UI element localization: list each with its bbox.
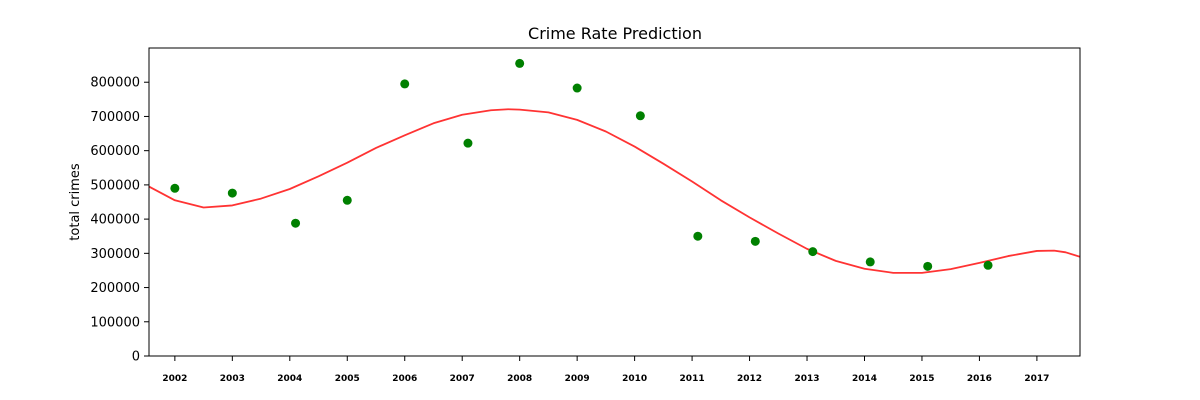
plot-area: 0 100000 200000 300000 400000 500000 600000 700…: [90, 47, 1081, 384]
y-tick-label-1: 100000: [90, 315, 140, 330]
y-tick-label-0: 0: [132, 350, 140, 365]
data-point-10: [750, 236, 760, 246]
x-tick-label-13: 2015: [909, 374, 934, 384]
y-tick-label-8: 800000: [90, 76, 140, 91]
y-tick-label-3: 300000: [90, 247, 140, 262]
x-tick-label-5: 2007: [450, 374, 475, 384]
data-point-13: [923, 261, 933, 271]
x-tick-label-9: 2011: [680, 374, 705, 384]
data-point-2: [291, 218, 301, 228]
data-point-8: [635, 111, 645, 121]
x-tick-label-6: 2008: [507, 374, 532, 384]
data-point-0: [170, 183, 180, 193]
data-point-7: [572, 83, 582, 93]
y-tick-label-2: 200000: [90, 281, 140, 296]
x-tick-label-4: 2006: [392, 374, 417, 384]
data-point-9: [693, 231, 703, 241]
fit-line-0: [149, 108, 1080, 274]
data-point-4: [400, 79, 410, 89]
y-axis-label: total crimes: [68, 163, 83, 241]
data-point-11: [808, 247, 818, 257]
x-tick-label-10: 2012: [737, 374, 762, 384]
y-tick-label-4: 400000: [90, 213, 140, 228]
chart-title: Crime Rate Prediction: [528, 24, 702, 43]
y-tick-label-7: 700000: [90, 110, 140, 125]
data-point-1: [227, 188, 237, 198]
data-point-14: [983, 260, 993, 270]
data-point-3: [342, 195, 352, 205]
x-tick-label-12: 2014: [852, 374, 877, 384]
y-tick-label-6: 600000: [90, 144, 140, 159]
x-tick-label-8: 2010: [622, 374, 647, 384]
x-tick-label-15: 2017: [1024, 374, 1049, 384]
data-point-12: [865, 257, 875, 267]
x-tick-label-11: 2013: [794, 374, 819, 384]
x-tick-label-0: 2002: [162, 374, 187, 384]
x-tick-label-7: 2009: [565, 374, 590, 384]
y-tick-label-5: 500000: [90, 178, 140, 193]
axes-frame: [148, 47, 1081, 357]
x-tick-label-3: 2005: [335, 374, 360, 384]
x-tick-label-2: 2004: [277, 374, 302, 384]
x-tick-label-1: 2003: [220, 374, 245, 384]
data-point-6: [515, 58, 525, 68]
x-tick-label-14: 2016: [967, 374, 992, 384]
data-point-5: [463, 138, 473, 148]
